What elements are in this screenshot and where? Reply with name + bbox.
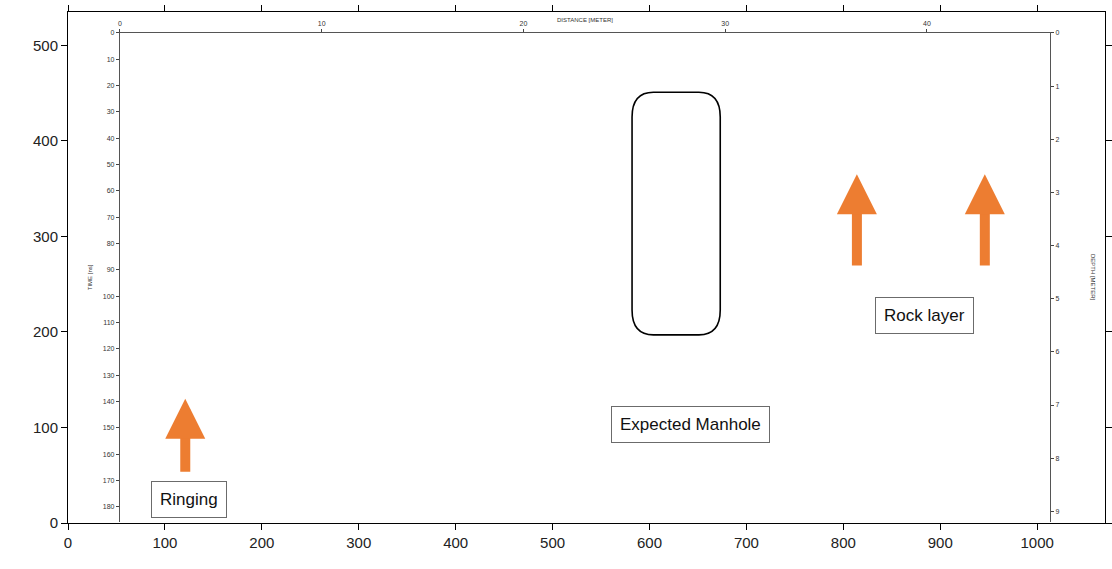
svg-text:3: 3 bbox=[1055, 189, 1059, 196]
svg-text:900: 900 bbox=[928, 534, 953, 551]
svg-text:200: 200 bbox=[33, 323, 58, 340]
svg-text:400: 400 bbox=[443, 534, 468, 551]
svg-text:400: 400 bbox=[33, 132, 58, 149]
svg-text:130: 130 bbox=[103, 372, 115, 379]
svg-text:200: 200 bbox=[249, 534, 274, 551]
svg-text:100: 100 bbox=[33, 419, 58, 436]
svg-text:800: 800 bbox=[831, 534, 856, 551]
svg-text:10: 10 bbox=[318, 20, 326, 27]
svg-text:0: 0 bbox=[111, 29, 115, 36]
svg-text:DISTANCE [METER]: DISTANCE [METER] bbox=[557, 17, 613, 23]
svg-text:50: 50 bbox=[107, 161, 115, 168]
svg-text:600: 600 bbox=[637, 534, 662, 551]
svg-text:60: 60 bbox=[107, 187, 115, 194]
svg-text:30: 30 bbox=[721, 20, 729, 27]
svg-text:0: 0 bbox=[64, 534, 72, 551]
svg-text:20: 20 bbox=[520, 20, 528, 27]
svg-text:Ringing: Ringing bbox=[160, 490, 218, 509]
svg-text:100: 100 bbox=[103, 293, 115, 300]
svg-text:110: 110 bbox=[103, 319, 114, 326]
svg-text:5: 5 bbox=[1055, 295, 1059, 302]
svg-text:TIME [ns]: TIME [ns] bbox=[87, 264, 93, 290]
svg-text:150: 150 bbox=[103, 424, 115, 431]
svg-text:0: 0 bbox=[50, 514, 58, 531]
svg-text:120: 120 bbox=[103, 345, 115, 352]
svg-text:8: 8 bbox=[1055, 455, 1059, 462]
svg-text:DEPTH [METER]: DEPTH [METER] bbox=[1090, 254, 1096, 301]
svg-text:170: 170 bbox=[103, 477, 115, 484]
svg-text:Expected Manhole: Expected Manhole bbox=[620, 415, 761, 434]
svg-text:30: 30 bbox=[107, 108, 115, 115]
svg-text:4: 4 bbox=[1055, 242, 1059, 249]
svg-text:9: 9 bbox=[1055, 508, 1059, 515]
svg-text:700: 700 bbox=[734, 534, 759, 551]
svg-text:500: 500 bbox=[540, 534, 565, 551]
svg-text:2: 2 bbox=[1055, 136, 1059, 143]
svg-text:140: 140 bbox=[103, 398, 115, 405]
svg-text:40: 40 bbox=[923, 20, 931, 27]
svg-text:10: 10 bbox=[107, 56, 115, 63]
svg-text:100: 100 bbox=[152, 534, 177, 551]
svg-text:0: 0 bbox=[1055, 29, 1059, 36]
svg-text:20: 20 bbox=[107, 82, 115, 89]
svg-text:160: 160 bbox=[103, 451, 115, 458]
svg-text:Rock layer: Rock layer bbox=[884, 306, 965, 325]
svg-text:7: 7 bbox=[1055, 401, 1059, 408]
svg-text:6: 6 bbox=[1055, 348, 1059, 355]
svg-text:70: 70 bbox=[107, 214, 115, 221]
svg-text:1: 1 bbox=[1055, 83, 1059, 90]
svg-text:0: 0 bbox=[118, 20, 122, 27]
svg-text:500: 500 bbox=[33, 37, 58, 54]
svg-text:300: 300 bbox=[33, 228, 58, 245]
svg-text:300: 300 bbox=[346, 534, 371, 551]
svg-text:180: 180 bbox=[103, 503, 115, 510]
svg-text:1000: 1000 bbox=[1020, 534, 1053, 551]
svg-text:90: 90 bbox=[107, 266, 115, 273]
svg-text:40: 40 bbox=[107, 135, 115, 142]
svg-text:80: 80 bbox=[107, 240, 115, 247]
